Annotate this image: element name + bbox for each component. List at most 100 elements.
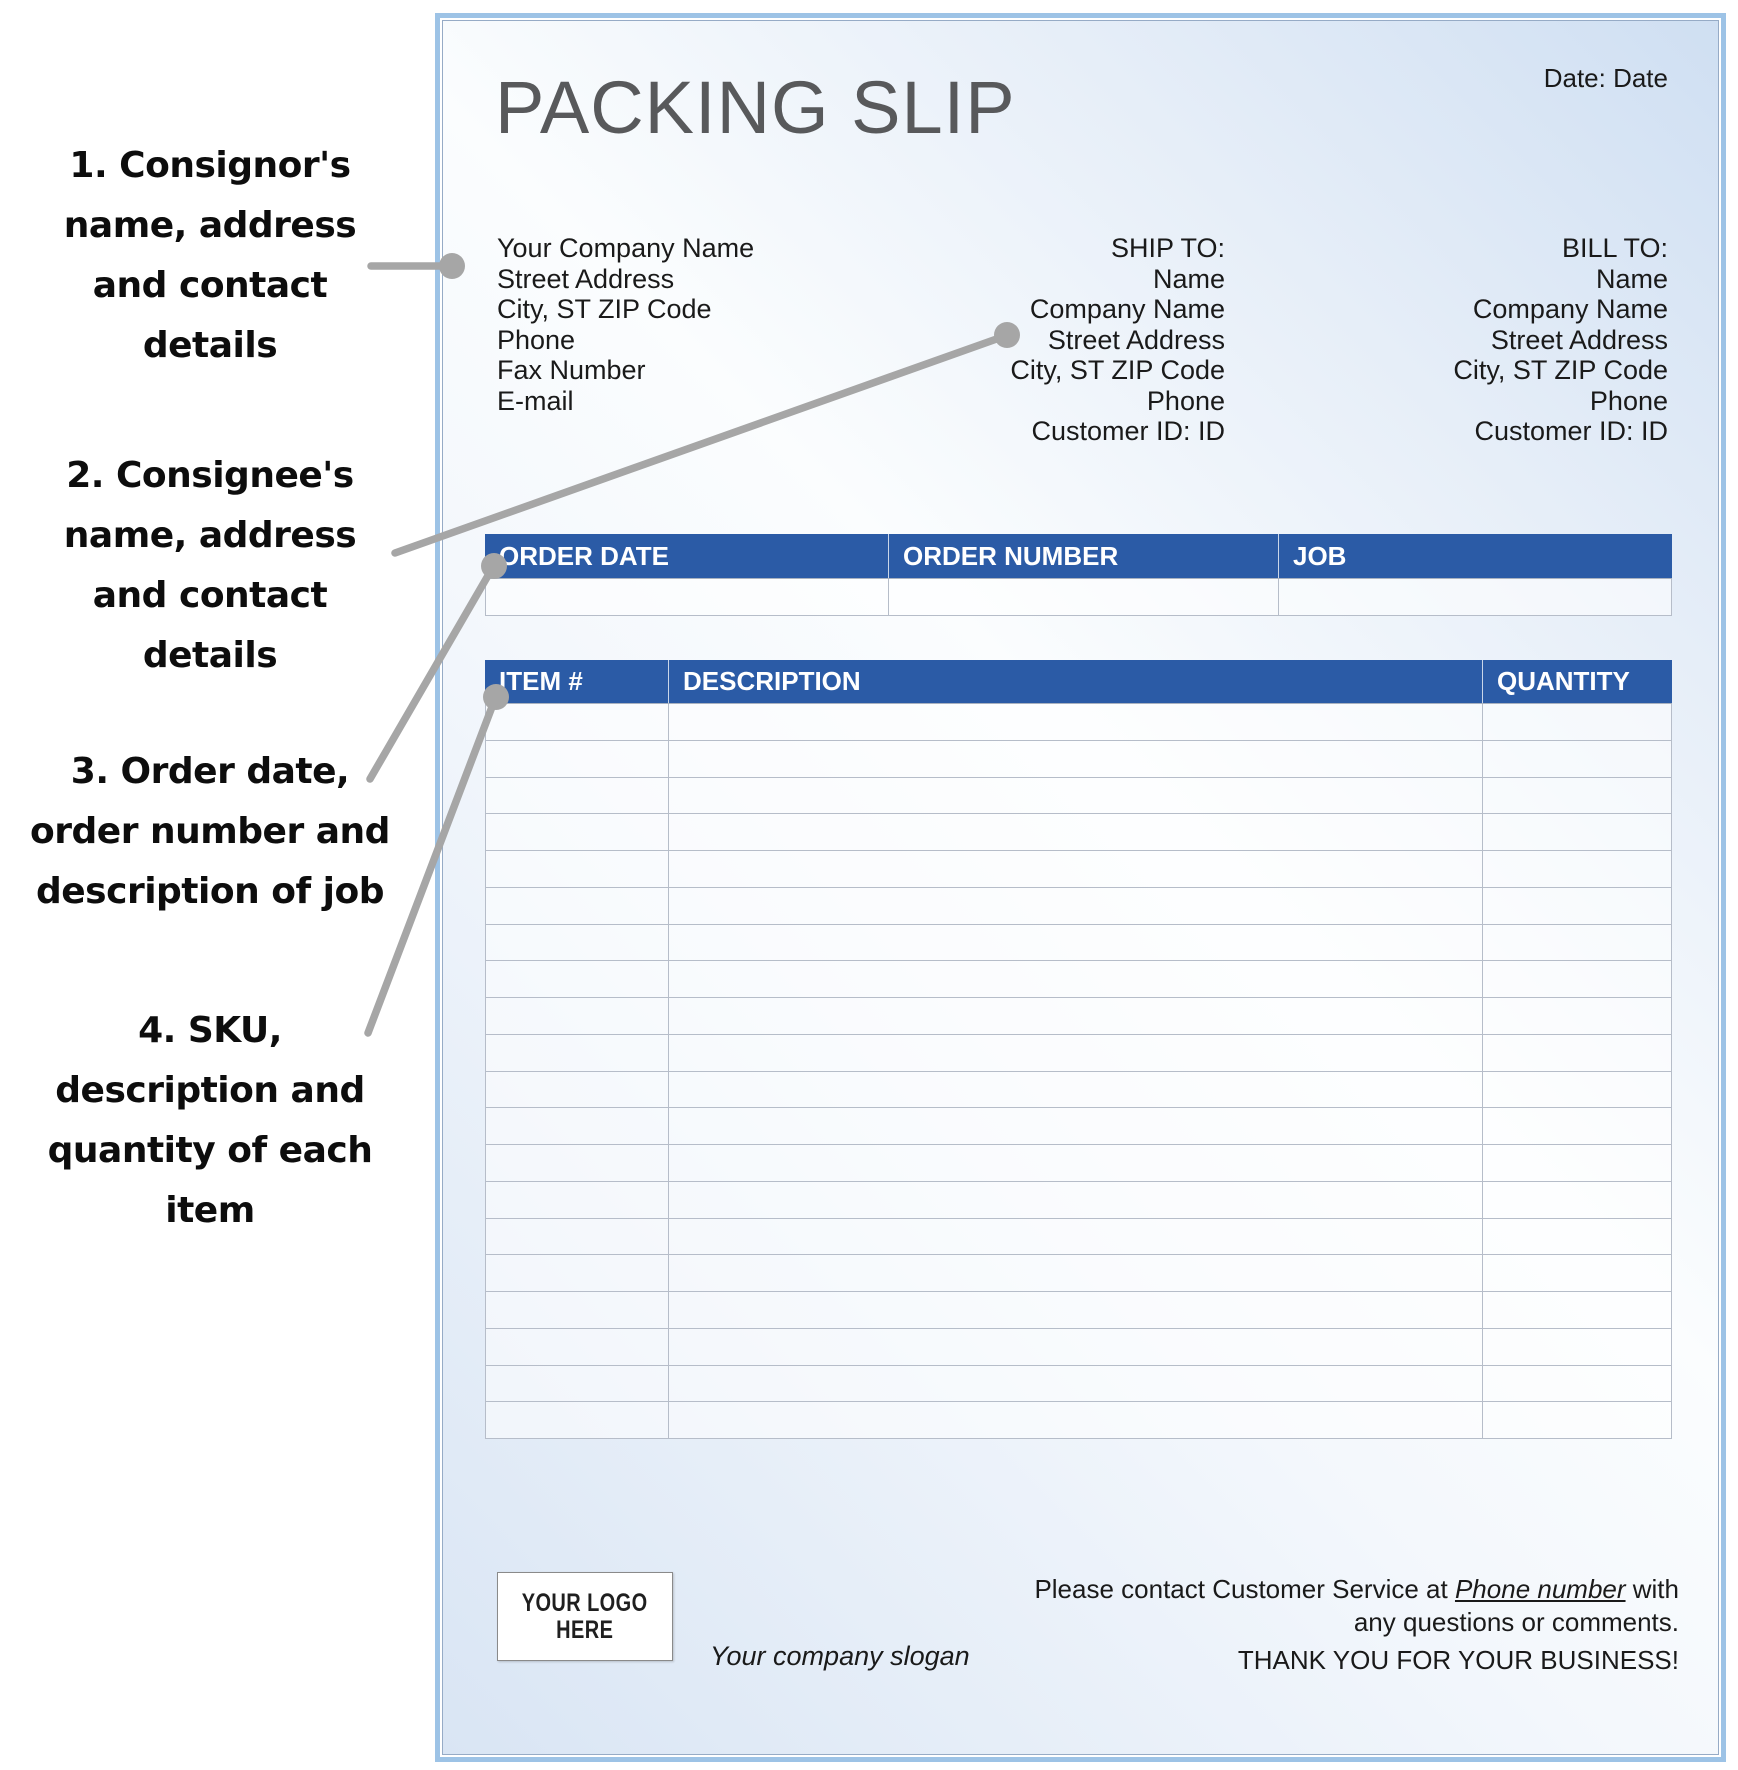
company-email: E-mail bbox=[497, 385, 574, 416]
table-cell bbox=[1482, 740, 1672, 778]
service-phone: Phone number bbox=[1454, 1574, 1626, 1604]
table-row bbox=[485, 1108, 1672, 1145]
table-row bbox=[485, 704, 1672, 741]
table-cell bbox=[668, 1145, 1482, 1182]
table-cell bbox=[668, 777, 1482, 815]
table-cell bbox=[668, 998, 1482, 1035]
annotation-line: description of job bbox=[35, 871, 385, 912]
table-cell bbox=[668, 1034, 1482, 1072]
table-cell bbox=[1482, 814, 1672, 851]
service-suffix: with bbox=[1625, 1574, 1679, 1604]
table-row bbox=[485, 740, 1672, 778]
bill-to-name: Name bbox=[1595, 263, 1668, 294]
table-cell bbox=[1482, 1181, 1672, 1219]
table-cell bbox=[1278, 579, 1672, 616]
table-row bbox=[485, 1181, 1672, 1219]
bill-to-city: City, ST ZIP Code bbox=[1453, 355, 1668, 385]
table-cell bbox=[1482, 1145, 1672, 1182]
table-cell bbox=[1482, 1255, 1672, 1292]
table-row bbox=[485, 1034, 1672, 1072]
table-cell bbox=[1482, 1071, 1672, 1109]
date-field: Date: Date bbox=[1543, 63, 1668, 93]
order-info-table: ORDER DATE ORDER NUMBER JOB bbox=[485, 534, 1672, 616]
table-row bbox=[485, 777, 1672, 815]
service-line-1: Please contact Customer Service at Phone… bbox=[1034, 1573, 1679, 1606]
table-row bbox=[485, 814, 1672, 851]
table-cell bbox=[485, 1402, 668, 1439]
table-cell bbox=[668, 704, 1482, 741]
customer-service-note: Please contact Customer Service at Phone… bbox=[1034, 1573, 1679, 1639]
table-cell bbox=[1482, 1328, 1672, 1366]
table-cell bbox=[668, 1328, 1482, 1366]
table-cell bbox=[485, 998, 668, 1035]
logo-text-line: HERE bbox=[556, 1615, 614, 1644]
table-row bbox=[485, 1402, 1672, 1439]
order-table-body bbox=[485, 579, 1672, 616]
table-cell bbox=[485, 579, 888, 616]
table-cell bbox=[1482, 1218, 1672, 1256]
table-row bbox=[485, 887, 1672, 925]
table-cell bbox=[668, 1108, 1482, 1145]
table-row bbox=[485, 1218, 1672, 1256]
bill-to-street: Street Address bbox=[1490, 324, 1668, 355]
annotation-line: item bbox=[165, 1190, 255, 1231]
table-cell bbox=[668, 1255, 1482, 1292]
table-row bbox=[485, 851, 1672, 888]
table-cell bbox=[485, 1255, 668, 1292]
table-cell bbox=[485, 1071, 668, 1109]
annotation-line: 3. Order date, bbox=[70, 751, 350, 792]
consignor-address-block: Your Company Name Street Address City, S… bbox=[497, 233, 754, 416]
annotation-order-info: 3. Order date, order number and descript… bbox=[0, 742, 420, 922]
table-cell bbox=[668, 887, 1482, 925]
bill-to-company: Company Name bbox=[1472, 294, 1668, 324]
table-cell bbox=[485, 851, 668, 888]
item-table-body bbox=[485, 704, 1672, 1439]
annotation-line: and contact bbox=[92, 265, 328, 306]
bill-to-label: BILL TO: bbox=[1561, 233, 1668, 263]
annotation-consignee: 2. Consignee's name, address and contact… bbox=[0, 446, 420, 686]
ship-to-label: SHIP TO: bbox=[1110, 233, 1225, 263]
table-cell bbox=[1482, 1292, 1672, 1329]
company-fax: Fax Number bbox=[497, 355, 646, 385]
logo-placeholder: YOUR LOGO HERE bbox=[497, 1572, 673, 1661]
annotation-line: name, address bbox=[63, 205, 357, 246]
table-cell bbox=[1482, 1365, 1672, 1403]
table-cell bbox=[485, 704, 668, 741]
document-inner-border: PACKING SLIP Date: Date Your Company Nam… bbox=[442, 20, 1719, 1755]
table-row bbox=[485, 998, 1672, 1035]
table-cell bbox=[668, 1365, 1482, 1403]
annotation-line: order number and bbox=[30, 811, 390, 852]
company-slogan: Your company slogan bbox=[710, 1641, 970, 1671]
annotation-item-info: 4. SKU, description and quantity of each… bbox=[0, 1001, 420, 1241]
table-row bbox=[485, 1145, 1672, 1182]
table-cell bbox=[888, 579, 1278, 616]
table-cell bbox=[668, 1181, 1482, 1219]
table-cell bbox=[1482, 777, 1672, 815]
annotation-consignor: 1. Consignor's name, address and contact… bbox=[0, 136, 420, 376]
annotation-line: 1. Consignor's bbox=[69, 145, 351, 186]
table-cell bbox=[1482, 851, 1672, 888]
ship-to-city: City, ST ZIP Code bbox=[1010, 355, 1225, 385]
order-date-header: ORDER DATE bbox=[499, 541, 669, 571]
ship-to-customer-id: Customer ID: ID bbox=[1031, 416, 1225, 446]
table-row bbox=[485, 1071, 1672, 1109]
table-cell bbox=[668, 1218, 1482, 1256]
table-cell bbox=[1482, 887, 1672, 925]
table-row bbox=[485, 1255, 1672, 1292]
annotation-line: and contact bbox=[92, 575, 328, 616]
bill-to-customer-id: Customer ID: ID bbox=[1474, 416, 1668, 446]
table-row bbox=[485, 1365, 1672, 1403]
company-phone: Phone bbox=[497, 324, 576, 355]
page-title: PACKING SLIP bbox=[495, 66, 1016, 149]
annotation-line: details bbox=[142, 635, 278, 676]
table-cell bbox=[485, 1145, 668, 1182]
table-cell bbox=[485, 924, 668, 962]
table-cell bbox=[1482, 1034, 1672, 1072]
table-row bbox=[485, 961, 1672, 998]
table-row bbox=[485, 1328, 1672, 1366]
bill-to-block: BILL TO: Name Company Name Street Addres… bbox=[1453, 233, 1668, 447]
ship-to-phone: Phone bbox=[1146, 385, 1225, 416]
description-header: DESCRIPTION bbox=[668, 660, 1482, 703]
table-cell bbox=[485, 887, 668, 925]
annotation-line: name, address bbox=[63, 515, 357, 556]
